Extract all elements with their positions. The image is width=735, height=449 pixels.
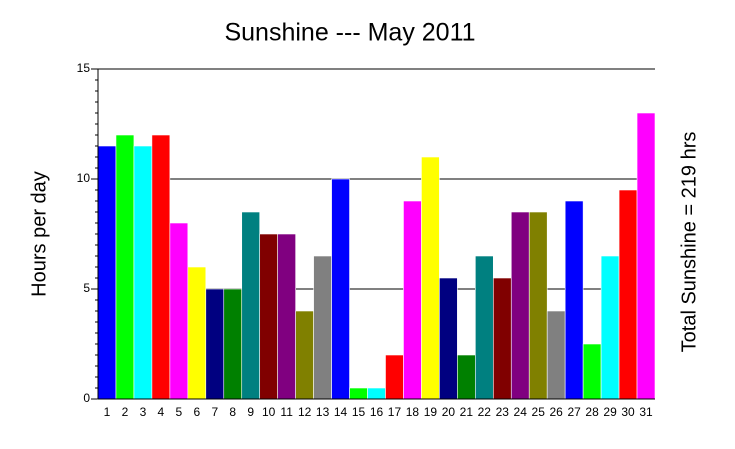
bar	[439, 277, 458, 400]
y-tick-label: 10	[77, 171, 91, 185]
bar	[618, 189, 638, 400]
y-tick-label: 15	[77, 61, 91, 75]
x-tick-label: 6	[193, 405, 200, 419]
bar	[367, 387, 386, 400]
bar	[510, 211, 530, 400]
x-tick-label: 12	[298, 405, 312, 419]
x-tick-label: 11	[280, 405, 293, 419]
annotation: Total Sunshine = 219 hrs	[678, 132, 700, 353]
x-tick-label: 7	[211, 405, 218, 419]
bar	[115, 134, 135, 400]
x-tick-label: 1	[104, 405, 111, 419]
bar	[277, 233, 296, 400]
bar	[187, 266, 207, 400]
bar	[349, 387, 368, 400]
x-tick-label: 25	[532, 405, 546, 419]
x-tick-label: 29	[603, 405, 617, 419]
bar	[151, 134, 171, 400]
x-tick-label: 16	[370, 405, 384, 419]
bar	[582, 343, 602, 400]
x-tick-label: 15	[352, 405, 366, 419]
bar	[564, 200, 584, 400]
x-tick-label: 13	[316, 405, 330, 419]
x-tick-label: 21	[460, 405, 474, 419]
bar	[385, 354, 404, 400]
bar	[403, 200, 422, 400]
bar	[492, 277, 512, 400]
x-tick-label: 5	[176, 405, 183, 419]
x-tick-label: 4	[158, 405, 165, 419]
bar	[421, 156, 440, 400]
y-tick-label: 5	[83, 281, 90, 295]
bar	[295, 310, 314, 400]
x-tick-label: 3	[140, 405, 147, 419]
bar	[205, 288, 225, 400]
x-tick-label: 2	[122, 405, 129, 419]
x-tick-label: 9	[247, 405, 254, 419]
bar	[457, 354, 476, 400]
bar	[600, 255, 620, 400]
x-tick-label: 18	[406, 405, 420, 419]
bar	[475, 255, 494, 400]
x-tick-label: 26	[549, 405, 563, 419]
x-tick-label: 28	[585, 405, 599, 419]
x-tick-label: 31	[639, 405, 653, 419]
x-tick-label: 24	[514, 405, 528, 419]
bar	[169, 222, 189, 400]
x-tick-label: 8	[229, 405, 236, 419]
bar	[241, 211, 261, 400]
x-tick-label: 22	[478, 405, 492, 419]
x-tick-label: 10	[262, 405, 276, 419]
bar	[313, 255, 332, 400]
x-tick-label: 20	[442, 405, 456, 419]
x-tick-label: 14	[334, 405, 348, 419]
bar	[528, 211, 548, 400]
bar	[133, 145, 153, 400]
bar	[546, 310, 566, 400]
x-tick-label: 23	[496, 405, 510, 419]
bar	[223, 288, 243, 400]
x-tick-label: 17	[388, 405, 402, 419]
bar	[636, 112, 656, 400]
y-axis-label: Hours per day	[28, 171, 50, 297]
y-tick-label: 0	[83, 391, 90, 405]
bar	[97, 145, 117, 400]
x-tick-label: 27	[567, 405, 581, 419]
bar	[331, 178, 350, 400]
chart-title: Sunshine --- May 2011	[224, 19, 475, 47]
x-tick-label: 30	[621, 405, 635, 419]
x-tick-label: 19	[424, 405, 438, 419]
bar	[259, 233, 278, 400]
